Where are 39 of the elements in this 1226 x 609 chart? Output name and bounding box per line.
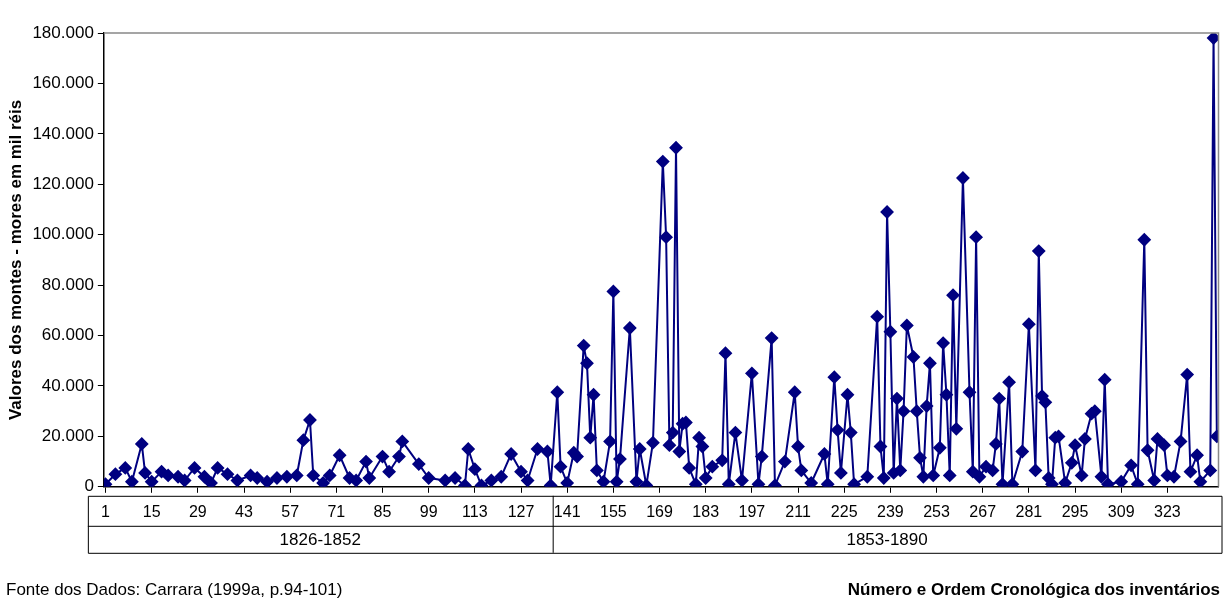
x-tick-label: 127: [507, 502, 535, 520]
y-tick-label: 20.000: [41, 426, 94, 446]
x-tick-label: 57: [281, 502, 300, 520]
x-tick-label: 197: [738, 502, 766, 520]
x-tick-label: 267: [969, 502, 997, 520]
x-axis-title: Número e Ordem Cronológica dos inventários: [847, 579, 1220, 599]
x-tick-label: 1: [101, 502, 111, 520]
x-tick-label: 71: [327, 502, 346, 520]
y-tick-label: 160.000: [32, 73, 94, 93]
x-tick-label: 169: [646, 502, 673, 520]
y-tick-label: 80.000: [41, 274, 94, 294]
x-tick-label: 323: [1154, 502, 1181, 520]
x-tick-label: 211: [785, 502, 811, 520]
x-tick-label: 239: [877, 502, 904, 520]
text: 1826-1852: [279, 529, 361, 549]
x-tick-label: 281: [1015, 502, 1043, 520]
y-tick-label: 180.000: [32, 22, 94, 42]
x-tick-label: 29: [188, 502, 207, 520]
y-tick-label: 60.000: [41, 325, 94, 345]
y-tick-label: 140.000: [32, 123, 94, 143]
y-tick-label: 100.000: [32, 224, 94, 244]
x-tick-label: 225: [830, 502, 858, 520]
x-tick-label: 15: [142, 502, 161, 520]
y-axis-title: Valores dos montes - mores em mil réis: [5, 99, 25, 421]
x-tick-label: 309: [1107, 502, 1135, 520]
text: 1853-1890: [846, 529, 928, 549]
y-tick-label: 0: [84, 476, 94, 496]
y-tick-label: 40.000: [41, 375, 94, 395]
x-tick-label: 99: [419, 502, 438, 520]
x-tick-label: 113: [462, 502, 488, 520]
x-tick-label: 43: [235, 502, 254, 520]
x-tick-label: 155: [600, 502, 627, 520]
x-tick-label: 253: [923, 502, 950, 520]
x-tick-label: 183: [692, 502, 720, 520]
x-tick-label: 85: [373, 502, 392, 520]
y-tick-label: 120.000: [32, 173, 94, 193]
x-tick-label: 295: [1061, 502, 1089, 520]
x-tick-label: 141: [553, 502, 581, 520]
source-note: Fonte dos Dados: Carrara (1999a, p.94-101): [6, 579, 343, 599]
